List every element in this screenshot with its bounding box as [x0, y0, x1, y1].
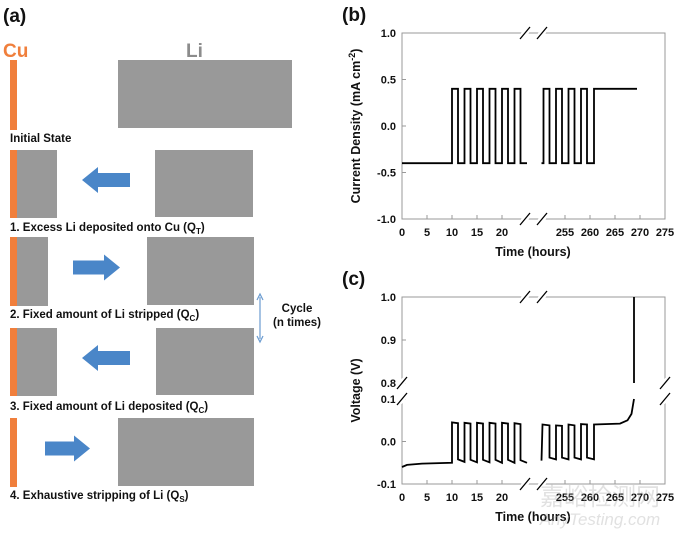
y-axis-label: Voltage (V) — [349, 358, 363, 422]
step-label: 3. Fixed amount of Li deposited (QC) — [10, 401, 208, 415]
y-tick-label: 0.0 — [381, 437, 396, 449]
watermark: 嘉峪检测网 AnyTesting.com — [539, 484, 660, 529]
watermark-text: 嘉峪检测网 — [540, 484, 660, 511]
cu-electrode — [10, 60, 17, 130]
li-electrode — [156, 328, 254, 395]
y-tick-label: 0.1 — [381, 394, 396, 406]
initial-state-label: Initial State — [10, 133, 71, 145]
y-tick-label: -0.1 — [377, 479, 396, 491]
x-tick-label: 275 — [656, 227, 674, 239]
x-tick-label: 10 — [446, 227, 458, 239]
cu-electrode — [10, 237, 17, 306]
y-tick-label: -0.5 — [377, 168, 396, 180]
li-electrode — [155, 150, 253, 217]
step-3: 3. Fixed amount of Li deposited (QC) — [10, 328, 254, 415]
series-line-2 — [540, 398, 635, 461]
axis-break-mark — [519, 26, 531, 40]
cu-electrode — [10, 418, 17, 487]
step-2: 2. Fixed amount of Li stripped (QC) — [10, 237, 254, 323]
step-label: 1. Excess Li deposited onto Cu (QT) — [10, 222, 205, 236]
y-tick-label: 1.0 — [381, 28, 396, 40]
series-line-2 — [541, 87, 637, 165]
li-electrode — [118, 60, 292, 128]
li-label: Li — [186, 41, 203, 62]
voltage-chart: (c) 0 5 10 15 20 255 260 265 270 275 1.0 0.9 0.8 0.1 0.… — [342, 269, 674, 524]
deposited-li — [17, 328, 57, 396]
axis-break-mark — [396, 392, 408, 406]
step-label: 2. Fixed amount of Li stripped (QC) — [10, 309, 199, 323]
panel-label: (c) — [342, 269, 365, 290]
cycle-count-label: (n times) — [273, 317, 321, 329]
deposited-li — [17, 150, 57, 218]
x-tick-label: 265 — [606, 492, 624, 504]
cycle-indicator: Cycle (n times) — [256, 292, 321, 344]
x-tick-label: 265 — [606, 227, 624, 239]
arrow-right-icon — [45, 435, 90, 462]
step-label: 4. Exhaustive stripping of Li (QS) — [10, 490, 189, 504]
axis-break-mark — [536, 290, 548, 304]
x-tick-label: 5 — [424, 492, 430, 504]
deposited-li — [17, 237, 48, 306]
axis-break-mark — [659, 376, 671, 390]
arrow-left-icon — [82, 345, 130, 371]
x-tick-label: 5 — [424, 227, 430, 239]
axis-break-mark — [519, 290, 531, 304]
axis-break-mark — [659, 392, 671, 406]
x-axis-label: Time (hours) — [495, 510, 570, 524]
x-tick-label: 270 — [631, 492, 649, 504]
panel-label: (b) — [342, 5, 366, 26]
series-line-1 — [401, 421, 528, 468]
step-1: 1. Excess Li deposited onto Cu (QT) — [10, 150, 253, 236]
axis-break-mark — [536, 212, 548, 226]
y-tick-label: 0.8 — [381, 378, 396, 390]
x-tick-label: 15 — [471, 492, 483, 504]
plot-frame — [401, 296, 666, 485]
panel-label-a: (a) — [3, 6, 26, 27]
x-tick-label: 0 — [399, 492, 405, 504]
arrow-left-icon — [82, 167, 130, 193]
step-4: 4. Exhaustive stripping of Li (QS) — [10, 418, 254, 504]
x-axis-label: Time (hours) — [495, 245, 570, 259]
y-tick-label: 0.9 — [381, 335, 396, 347]
axis-break-mark — [536, 477, 548, 491]
axis-break-mark — [536, 26, 548, 40]
x-tick-label: 15 — [471, 227, 483, 239]
li-electrode — [147, 237, 254, 305]
plot-frame — [401, 32, 666, 220]
axis-break-mark — [519, 477, 531, 491]
arrow-right-icon — [73, 254, 120, 281]
watermark-url: AnyTesting.com — [539, 510, 660, 529]
x-tick-label: 270 — [631, 227, 649, 239]
y-tick-label: 0.5 — [381, 75, 396, 87]
y-axis-label: Current Density (mA cm-2) — [347, 49, 363, 204]
cycle-label: Cycle — [282, 303, 313, 315]
x-tick-label: 260 — [581, 492, 599, 504]
x-tick-label: 255 — [556, 492, 574, 504]
x-tick-label: 20 — [496, 492, 508, 504]
current-density-chart: (b) 0 5 10 15 20 255 260 265 270 275 1.0 0.5 0.0 -0.5 -… — [342, 5, 674, 259]
axis-break-mark — [519, 212, 531, 226]
axis-break-mark — [396, 376, 408, 390]
y-tick-label: -1.0 — [377, 214, 396, 226]
cu-electrode — [10, 150, 17, 218]
x-tick-label: 10 — [446, 492, 458, 504]
x-tick-label: 275 — [656, 492, 674, 504]
x-tick-label: 255 — [556, 227, 574, 239]
y-tick-label: 0.0 — [381, 121, 396, 133]
x-tick-label: 20 — [496, 227, 508, 239]
x-tick-label: 260 — [581, 227, 599, 239]
schematic-panel: (a) Cu Li Initial State 1. Excess Li dep… — [3, 6, 321, 504]
series-line-1 — [402, 87, 527, 165]
cu-label: Cu — [3, 41, 28, 62]
x-tick-label: 0 — [399, 227, 405, 239]
y-tick-label: 1.0 — [381, 292, 396, 304]
cu-electrode — [10, 328, 17, 396]
li-electrode — [118, 418, 254, 486]
